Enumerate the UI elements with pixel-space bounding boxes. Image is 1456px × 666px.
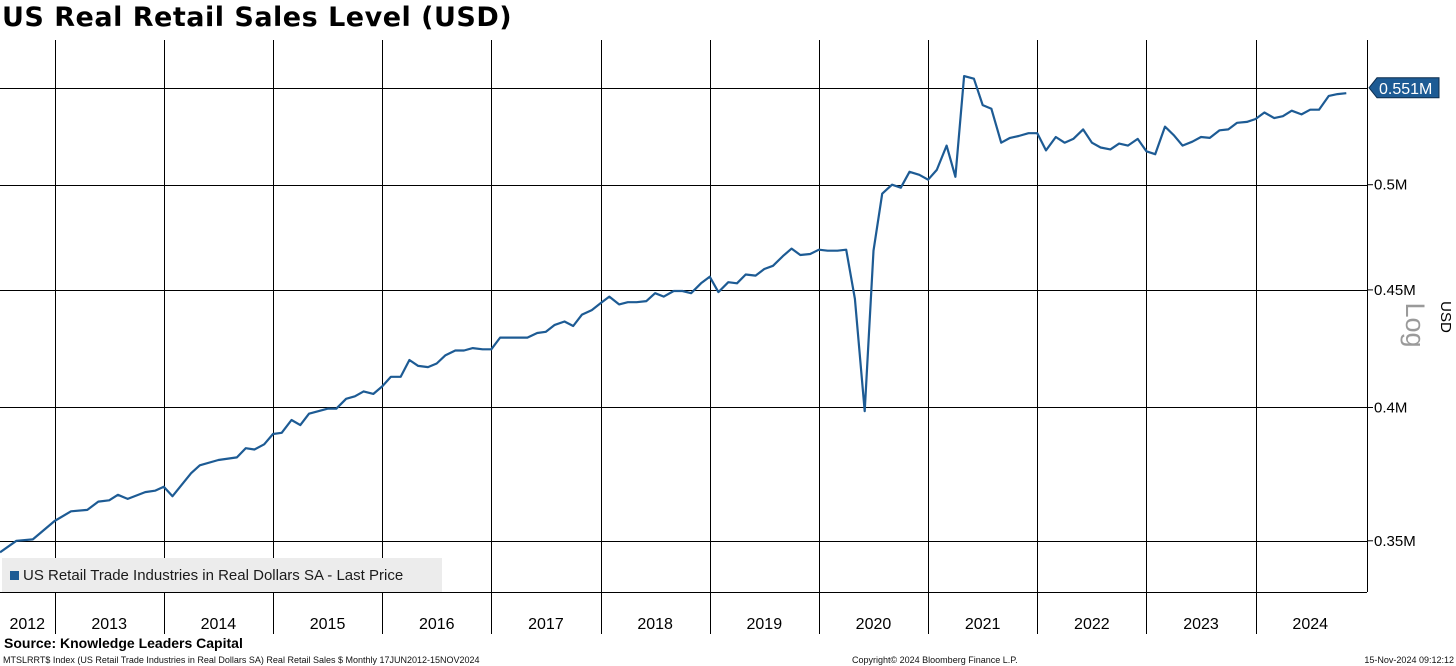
y-tick-label: 0.4M [1374, 399, 1407, 416]
ticker-description: MTSLRRT$ Index (US Retail Trade Industri… [3, 655, 480, 665]
source-note: Source: Knowledge Leaders Capital [4, 635, 243, 651]
y-tick-labels: 0.35M 0.4M 0.45M 0.5M [1367, 177, 1416, 550]
series-layer [0, 75, 1347, 554]
vertical-gridlines [55, 40, 1257, 634]
x-tick-labels: 2012 2013 2014 2015 2016 2017 2018 2019 2020 2021… [9, 616, 1328, 633]
x-tick-label: 2012 [9, 616, 45, 633]
x-tick-label: 2016 [419, 616, 455, 633]
y-tick-label: 0.45M [1374, 282, 1416, 299]
x-tick-label: 2023 [1183, 616, 1219, 633]
x-tick-label: 2019 [747, 616, 783, 633]
last-price-label: 0.551M [1379, 81, 1432, 98]
horizontal-gridlines [0, 88, 1367, 542]
last-price-tag: 0.551M [1368, 77, 1440, 99]
legend-label: US Retail Trade Industries in Real Dolla… [23, 566, 404, 584]
y-axis-label: USD [1437, 301, 1454, 333]
copyright-note: Copyright© 2024 Bloomberg Finance L.P. [852, 655, 1018, 665]
x-tick-label: 2013 [91, 616, 127, 633]
y-tick-label: 0.5M [1374, 177, 1407, 194]
timestamp: 15-Nov-2024 09:12:12 [1364, 655, 1454, 665]
x-tick-label: 2024 [1292, 616, 1328, 633]
x-tick-label: 2017 [528, 616, 564, 633]
x-tick-label: 2018 [637, 616, 673, 633]
x-tick-label: 2022 [1074, 616, 1110, 633]
axis-frame [0, 40, 1368, 593]
x-tick-label: 2014 [201, 616, 237, 633]
x-tick-label: 2020 [856, 616, 892, 633]
y-axis-label-log: Log [1400, 302, 1430, 347]
chart-title: US Real Retail Sales Level (USD) [2, 2, 513, 33]
legend-swatch-icon [10, 570, 19, 580]
x-tick-label: 2015 [310, 616, 346, 633]
series-line [0, 75, 1347, 554]
x-tick-label: 2021 [965, 616, 1001, 633]
y-tick-label: 0.35M [1374, 533, 1416, 550]
last-price-badge [1368, 77, 1440, 99]
legend: US Retail Trade Industries in Real Dolla… [2, 558, 442, 592]
